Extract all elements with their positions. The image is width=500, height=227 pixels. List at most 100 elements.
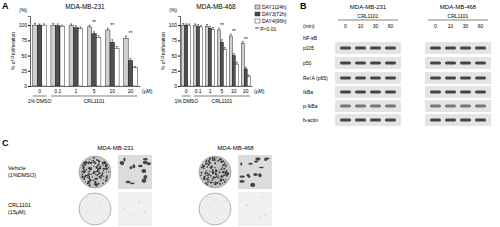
- colony: [209, 205, 211, 207]
- colony: [203, 165, 205, 167]
- tick-label: 0: [174, 83, 177, 89]
- zoom-image: [238, 155, 272, 189]
- colony: [218, 176, 219, 177]
- column-title: MDA-MB-231: [97, 145, 134, 151]
- y-axis-title: % of Proliferation: [160, 32, 166, 70]
- colony: [106, 168, 108, 170]
- x-axis-title: (μM): [254, 88, 265, 94]
- colony: [89, 173, 91, 175]
- panel-letter: C: [2, 138, 9, 148]
- colony-zoom: [124, 157, 126, 161]
- error-bar: [221, 40, 223, 42]
- significance: **: [92, 19, 96, 25]
- time-label: 10: [448, 23, 454, 29]
- colony: [88, 172, 89, 173]
- blot-strip: [335, 100, 401, 112]
- colony: [207, 197, 209, 199]
- colony: [217, 160, 219, 162]
- tick-mark: [28, 86, 30, 87]
- colony: [208, 164, 210, 166]
- colony: [212, 157, 214, 159]
- axis-line: [31, 86, 141, 87]
- colony: [82, 170, 83, 171]
- bar: [60, 26, 65, 86]
- bar-chart: MDA-MB-468(%)% of Proliferation******025…: [160, 3, 287, 104]
- band: [340, 77, 351, 80]
- figure: ABCMDA-MB-231(%)% of Proliferation******…: [0, 0, 500, 227]
- row-label: Vehicle: [8, 165, 26, 171]
- bar: [37, 25, 42, 86]
- blot-strip: [425, 114, 491, 126]
- row-sublabel: (15μM): [8, 209, 26, 215]
- bar: [124, 39, 129, 86]
- tick: 0: [174, 83, 180, 89]
- colony: [98, 171, 99, 172]
- colony: [96, 167, 98, 169]
- colony: [93, 160, 95, 162]
- tick-label: 0: [38, 88, 41, 94]
- colony-zoom: [261, 197, 263, 198]
- colony: [223, 218, 225, 220]
- tick-label: 75: [171, 37, 177, 43]
- band: [385, 77, 396, 80]
- band: [385, 105, 396, 108]
- band: [385, 62, 396, 65]
- colony: [220, 158, 222, 160]
- treatment-bracket: [428, 20, 488, 21]
- band: [340, 119, 351, 122]
- colony: [85, 162, 86, 163]
- colony: [222, 183, 223, 184]
- bar: [217, 30, 220, 86]
- colony: [88, 184, 90, 186]
- colony: [216, 217, 218, 219]
- colony: [203, 165, 205, 167]
- colony-zoom: [143, 161, 148, 164]
- band: [355, 119, 366, 122]
- colony: [212, 158, 214, 160]
- tick-mark: [178, 40, 180, 41]
- colony: [101, 174, 103, 176]
- colony: [212, 173, 213, 174]
- colony: [221, 175, 223, 177]
- tick-label: 0.1: [195, 88, 202, 94]
- bar: [232, 56, 235, 86]
- significance: **: [244, 36, 248, 42]
- tick-label: 1: [209, 88, 212, 94]
- error-bar: [98, 35, 100, 37]
- colony: [98, 168, 99, 169]
- time-label: 0: [434, 23, 437, 29]
- error-bar: [39, 24, 41, 25]
- error-bar: [200, 26, 202, 27]
- blot-strip: [335, 86, 401, 98]
- colony-zoom: [259, 167, 264, 169]
- band: [475, 91, 486, 94]
- colony: [81, 176, 83, 178]
- colony: [219, 172, 220, 173]
- colony: [208, 174, 209, 175]
- bar: [185, 25, 188, 86]
- band: [370, 77, 381, 80]
- colony: [82, 176, 84, 178]
- tick: 25: [171, 68, 180, 74]
- error-bar: [206, 25, 208, 27]
- colony: [89, 175, 90, 176]
- group-label: CRL1101: [84, 98, 105, 104]
- colony: [88, 177, 90, 179]
- colony: [87, 197, 89, 199]
- error-bar: [230, 34, 232, 36]
- tick-label: 0.1: [54, 88, 61, 94]
- colony: [96, 166, 97, 167]
- plot-area: [182, 23, 250, 86]
- colony: [225, 171, 227, 173]
- panel-letter: B: [300, 1, 307, 11]
- well: [79, 193, 111, 225]
- error-bar: [52, 23, 54, 25]
- well: [199, 193, 231, 225]
- tick: 75: [171, 37, 180, 43]
- colony: [213, 177, 214, 178]
- zoom-image: [118, 192, 152, 226]
- colony: [92, 176, 93, 177]
- error-bar: [75, 26, 77, 28]
- blot-strip: [425, 57, 491, 69]
- colony: [90, 179, 92, 181]
